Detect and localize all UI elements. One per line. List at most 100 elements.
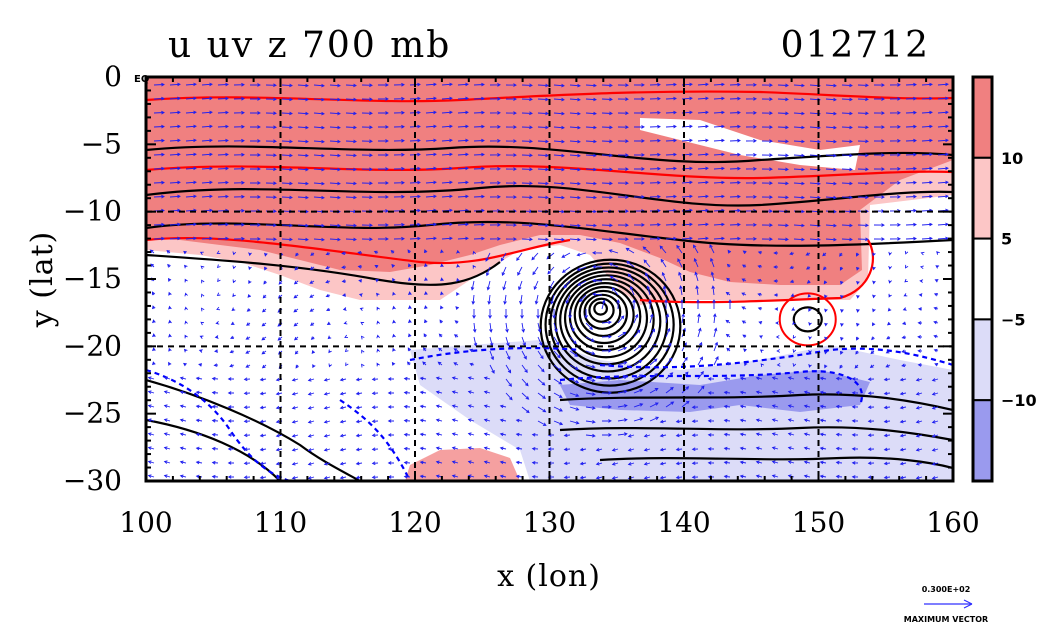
wind-vector (531, 252, 539, 261)
wind-vector (217, 110, 229, 115)
wind-vector (408, 319, 412, 324)
wind-vector (473, 96, 485, 101)
colorbar-segment (972, 76, 993, 159)
wind-vector (713, 194, 725, 199)
wind-vector (250, 125, 261, 129)
wind-vector (792, 362, 797, 367)
wind-vector (553, 167, 565, 172)
wind-vector (307, 406, 315, 410)
y-tick-label: 0 (104, 60, 122, 93)
wind-vector (569, 181, 581, 186)
wind-vector (537, 153, 549, 158)
wind-vector (408, 291, 412, 296)
wind-vector (601, 167, 613, 172)
x-tick-label: 160 (926, 506, 979, 539)
wind-vector (179, 474, 187, 479)
wind-vector (185, 110, 197, 115)
wind-vector (521, 195, 533, 200)
wind-vector (313, 97, 325, 102)
wind-vector (169, 152, 181, 157)
height-contour (578, 289, 629, 338)
wind-vector (565, 294, 571, 305)
wind-vector (231, 307, 236, 311)
wind-vector (841, 237, 853, 242)
wind-vector (393, 152, 405, 157)
wind-vector (857, 83, 869, 88)
wind-vector (745, 181, 757, 185)
chart-date-label: 012712 (781, 25, 930, 66)
wind-vector (856, 308, 860, 313)
wind-vector (761, 195, 773, 199)
wind-vector (576, 252, 587, 257)
wind-vector (771, 376, 779, 380)
wind-vector (371, 377, 379, 382)
wind-vector (681, 180, 693, 185)
wind-vector (729, 110, 741, 115)
wind-vector (917, 363, 923, 367)
wind-vector (857, 139, 869, 144)
wind-vector (243, 461, 251, 466)
wind-vector (601, 125, 613, 130)
wind-vector (378, 223, 389, 227)
wind-vector (888, 293, 892, 298)
wind-vector (665, 401, 675, 408)
wind-vector (691, 475, 699, 480)
wind-vector (755, 404, 763, 409)
wind-vector (633, 125, 645, 129)
wind-vector (486, 280, 491, 291)
wind-vector (935, 265, 940, 269)
wind-vector (645, 272, 651, 282)
wind-vector (275, 447, 283, 452)
wind-contour-negative (409, 346, 581, 362)
wind-vector (393, 180, 405, 185)
wind-vector (424, 291, 428, 296)
wind-vector (201, 222, 213, 227)
wind-vector (723, 474, 731, 479)
wind-vector (729, 180, 741, 185)
wind-vector (803, 376, 811, 381)
wind-vector (375, 278, 379, 283)
wind-vector (745, 167, 757, 171)
wind-vector (245, 364, 251, 368)
wind-vector (419, 460, 427, 465)
wind-vector (505, 83, 517, 87)
wind-vector (792, 321, 796, 325)
wind-vector (873, 125, 885, 129)
colorbar-segment (972, 318, 993, 402)
wind-vector (281, 167, 293, 172)
wind-vector (937, 124, 949, 129)
wind-vector (787, 390, 795, 394)
wind-vector (855, 252, 860, 257)
wind-vector (569, 111, 581, 116)
wind-vector (873, 153, 885, 157)
wind-vector (825, 153, 837, 158)
wind-vector (393, 110, 405, 115)
wind-vector (325, 293, 331, 298)
wind-vector (521, 223, 533, 228)
wind-vector (521, 364, 528, 374)
wind-vector (707, 447, 715, 451)
wind-vector (905, 194, 917, 199)
wind-vector (183, 348, 188, 353)
wind-vector (729, 152, 741, 157)
wind-contour-positive (146, 90, 953, 103)
wind-vector (387, 391, 394, 395)
wind-vector (727, 249, 732, 254)
wind-vector (917, 335, 923, 339)
wind-vector (339, 461, 347, 466)
wind-vector (152, 361, 156, 366)
wind-vector (776, 363, 781, 367)
wind-vector (198, 349, 203, 353)
wind-vector (649, 388, 659, 394)
wind-vector (403, 418, 411, 423)
wind-vector (371, 433, 379, 438)
wind-vector (201, 82, 213, 87)
wind-vector (665, 180, 677, 185)
wind-vector (291, 406, 299, 410)
wind-vector (803, 418, 811, 423)
wind-vector (281, 125, 293, 130)
wind-vector (713, 313, 717, 324)
wind-vector (341, 251, 347, 256)
wind-vector (169, 110, 181, 115)
wind-vector (841, 181, 853, 186)
